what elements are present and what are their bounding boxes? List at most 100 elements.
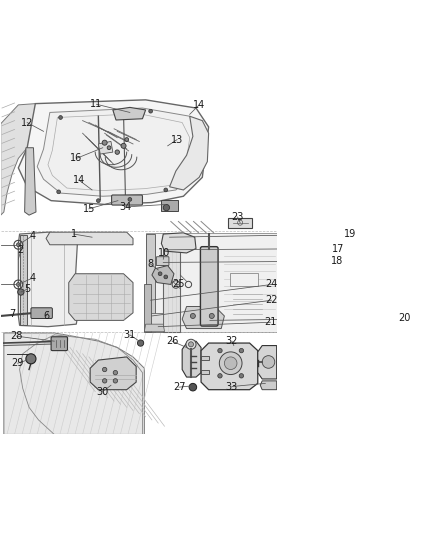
Circle shape (218, 374, 222, 378)
FancyBboxPatch shape (112, 195, 142, 205)
Polygon shape (4, 333, 145, 434)
Text: 13: 13 (171, 134, 183, 144)
Text: 1: 1 (71, 229, 77, 239)
Polygon shape (46, 232, 133, 245)
Text: 5: 5 (25, 284, 31, 294)
Polygon shape (145, 313, 163, 332)
Text: 4: 4 (29, 273, 35, 283)
Circle shape (188, 342, 194, 347)
Circle shape (209, 313, 214, 319)
Text: 32: 32 (226, 336, 238, 346)
Text: 4: 4 (29, 231, 35, 241)
Text: 30: 30 (97, 386, 109, 397)
Polygon shape (145, 324, 165, 332)
Text: 2: 2 (18, 245, 24, 255)
Text: 15: 15 (83, 204, 95, 214)
Polygon shape (201, 369, 208, 374)
Circle shape (113, 370, 117, 375)
Text: 17: 17 (332, 244, 345, 254)
Text: 14: 14 (73, 175, 85, 185)
Text: 29: 29 (11, 358, 24, 368)
Text: 18: 18 (331, 256, 343, 266)
Text: 25: 25 (172, 279, 185, 289)
Polygon shape (90, 357, 136, 390)
Circle shape (18, 289, 24, 295)
FancyBboxPatch shape (31, 308, 53, 319)
FancyBboxPatch shape (230, 273, 258, 286)
Text: 7: 7 (9, 309, 15, 319)
Text: 20: 20 (398, 313, 410, 323)
Polygon shape (182, 341, 201, 377)
Polygon shape (145, 234, 155, 332)
Polygon shape (161, 233, 196, 253)
Text: 11: 11 (90, 99, 102, 109)
Circle shape (121, 143, 126, 148)
Text: 34: 34 (119, 202, 131, 212)
Circle shape (113, 378, 117, 383)
Circle shape (239, 374, 244, 378)
Circle shape (218, 349, 222, 353)
Polygon shape (201, 343, 258, 390)
Polygon shape (163, 234, 180, 332)
Circle shape (107, 146, 111, 150)
Circle shape (164, 275, 168, 279)
Polygon shape (152, 265, 174, 285)
Circle shape (102, 378, 107, 383)
Text: 14: 14 (193, 100, 205, 110)
Polygon shape (25, 148, 36, 215)
Polygon shape (37, 108, 199, 196)
Text: 23: 23 (231, 212, 244, 222)
Text: 28: 28 (10, 331, 23, 341)
FancyBboxPatch shape (156, 257, 169, 265)
Circle shape (102, 367, 107, 372)
Text: 22: 22 (265, 295, 278, 305)
Polygon shape (170, 116, 208, 190)
Text: 33: 33 (226, 382, 238, 392)
Text: 16: 16 (70, 154, 82, 164)
Polygon shape (18, 232, 78, 327)
Polygon shape (145, 285, 151, 332)
Circle shape (57, 190, 60, 193)
FancyBboxPatch shape (51, 337, 67, 351)
Text: 21: 21 (264, 317, 276, 327)
Circle shape (262, 356, 275, 368)
Text: 27: 27 (173, 382, 185, 392)
Text: 10: 10 (159, 248, 171, 258)
Polygon shape (1, 103, 43, 215)
Circle shape (115, 150, 120, 155)
Polygon shape (201, 356, 208, 360)
Circle shape (17, 282, 20, 286)
Polygon shape (113, 108, 145, 120)
Circle shape (186, 340, 196, 349)
Circle shape (59, 116, 63, 119)
FancyBboxPatch shape (161, 200, 178, 211)
Circle shape (138, 340, 144, 346)
Circle shape (239, 349, 244, 353)
Circle shape (128, 198, 132, 201)
Circle shape (96, 199, 100, 203)
Text: 8: 8 (147, 259, 153, 269)
Polygon shape (258, 345, 277, 379)
Circle shape (163, 205, 170, 211)
Circle shape (189, 383, 197, 391)
Polygon shape (18, 100, 208, 205)
Polygon shape (182, 306, 224, 328)
Polygon shape (20, 235, 27, 326)
Circle shape (26, 354, 36, 364)
Text: 19: 19 (344, 229, 357, 239)
Polygon shape (260, 381, 277, 390)
Circle shape (164, 188, 168, 192)
Text: 31: 31 (124, 330, 136, 340)
Text: 26: 26 (166, 336, 178, 346)
Circle shape (191, 313, 195, 319)
Polygon shape (99, 141, 113, 154)
FancyBboxPatch shape (201, 247, 218, 326)
Circle shape (158, 272, 162, 276)
Polygon shape (69, 274, 133, 320)
Circle shape (219, 352, 242, 375)
Circle shape (17, 243, 20, 247)
FancyBboxPatch shape (228, 217, 252, 228)
Text: 6: 6 (43, 311, 49, 321)
Circle shape (102, 140, 107, 145)
Circle shape (149, 109, 152, 113)
